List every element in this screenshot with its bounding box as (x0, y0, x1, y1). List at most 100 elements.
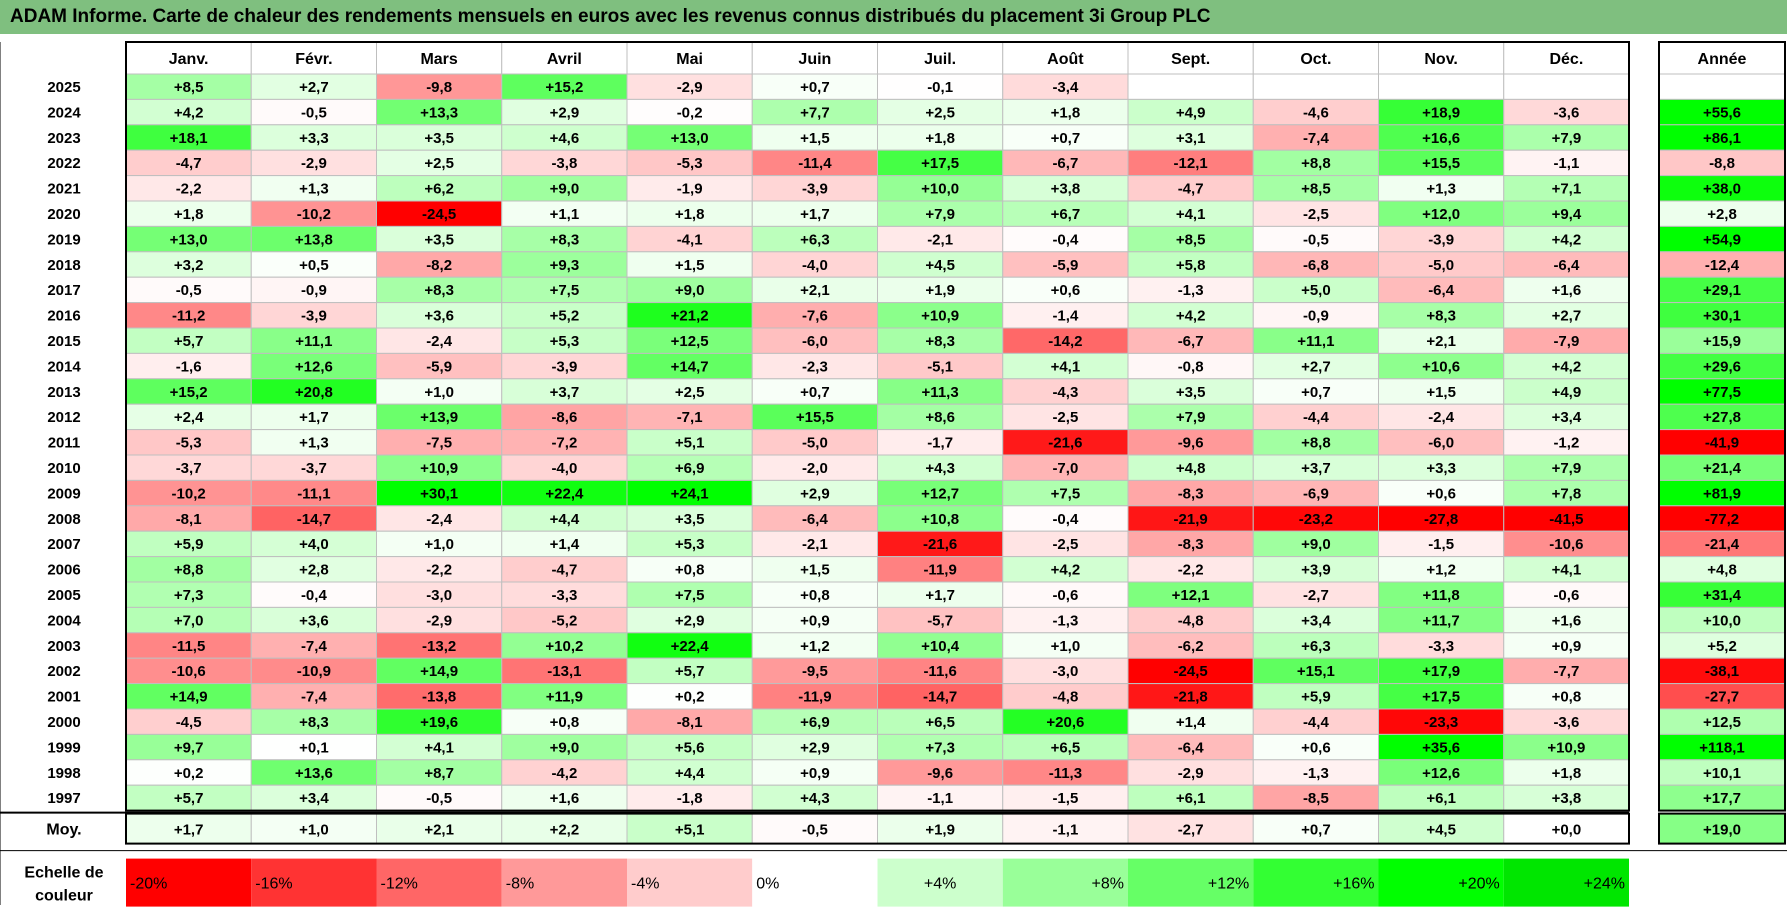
heatmap-cell (1002, 606, 1129, 634)
cell-value: +5,7 (675, 663, 705, 680)
cell-value: +15,1 (1297, 663, 1335, 680)
cell-value: +20,6 (1046, 714, 1084, 731)
cell-value: +10,9 (921, 308, 959, 325)
cell-value: -1,6 (176, 358, 202, 375)
cell-value: -14,7 (923, 689, 957, 706)
cell-value: +1,6 (1552, 282, 1582, 299)
cell-value: -7,4 (1303, 130, 1330, 147)
cell-value: -14,2 (1048, 333, 1082, 350)
heatmap-cell (125, 454, 252, 481)
cell-value: +3,9 (1301, 562, 1331, 579)
heatmap-cell (501, 733, 628, 761)
heatmap-cell (1252, 759, 1379, 786)
heatmap-cell (1127, 632, 1254, 659)
cell-value: -7,9 (1553, 333, 1579, 350)
cell-value: +0,8 (1552, 689, 1582, 706)
cell-value: -10,6 (172, 663, 206, 680)
heatmap-cell (751, 378, 878, 405)
cell-value: -0,5 (426, 790, 452, 807)
average-value: +2,2 (550, 822, 580, 839)
cell-value: +3,1 (1176, 130, 1206, 147)
row-label: 2008 (47, 511, 80, 528)
cell-value: -5,9 (426, 358, 452, 375)
heatmap-cell (1252, 606, 1379, 634)
heatmap-cell (1503, 683, 1630, 710)
cell-value: +3,8 (1552, 790, 1582, 807)
heatmap-cell (626, 759, 753, 786)
heatmap-cell (501, 327, 628, 354)
average-cell (1378, 813, 1505, 845)
cell-value: +1,1 (550, 206, 580, 223)
cell-value: +4,4 (550, 511, 580, 528)
heatmap-cell (376, 784, 503, 812)
heatmap-cell (125, 302, 252, 329)
heatmap-cell (1127, 708, 1254, 735)
cell-value: +1,6 (1552, 612, 1582, 629)
cell-value: +3,5 (424, 231, 454, 248)
cell-value: -1,5 (1052, 790, 1078, 807)
cell-value: +2,5 (675, 384, 705, 401)
cell-value: -23,3 (1424, 714, 1458, 731)
cell-value: -0,4 (301, 587, 328, 604)
cell-value: +14,7 (671, 358, 709, 375)
cell-value: -0,5 (176, 282, 202, 299)
heatmap-cell (1127, 454, 1254, 481)
heatmap-cell (1002, 683, 1129, 710)
cell-value: -0,8 (1178, 358, 1204, 375)
year-cell (1658, 708, 1786, 735)
cell-value: +6,1 (1176, 790, 1206, 807)
heatmap-cell (501, 606, 628, 634)
heatmap-cell (877, 581, 1004, 608)
cell-value: +10,9 (420, 460, 458, 477)
cell-value: +2,8 (299, 562, 329, 579)
heatmap-cell (1252, 784, 1379, 812)
average-border (125, 812, 1630, 845)
cell-value: +15,5 (796, 409, 834, 426)
heatmap-cell (626, 581, 753, 608)
cell-value: -1,1 (927, 790, 953, 807)
heatmap-cell (626, 454, 753, 481)
cell-value: +9,3 (550, 257, 580, 274)
heatmap-cell (751, 759, 878, 786)
heatmap-cell (1127, 606, 1254, 634)
cell-value: +1,8 (925, 130, 955, 147)
heatmap-cell (1002, 98, 1129, 126)
average-cell (1503, 813, 1630, 845)
cell-value: +8,8 (1301, 155, 1331, 172)
heatmap-cell (1503, 175, 1630, 202)
row-label: 2013 (47, 384, 80, 401)
column-header-cell (1252, 41, 1379, 75)
cell-value: -0,1 (927, 79, 953, 96)
cell-value: +9,0 (550, 739, 580, 756)
cell-value: +1,8 (1051, 104, 1081, 121)
heatmap-cell (250, 175, 377, 202)
heatmap-cell (1252, 175, 1379, 202)
scale-swatch (1128, 858, 1254, 907)
row-label: 2001 (47, 689, 80, 706)
cell-value: -6,4 (1178, 739, 1205, 756)
cell-value: -1,5 (1428, 536, 1454, 553)
heatmap-cell (376, 683, 503, 710)
cell-value: +12,0 (1422, 206, 1460, 223)
year-cell (1658, 98, 1786, 126)
year-value: -12,4 (1705, 257, 1740, 274)
cell-value: -7,4 (301, 638, 328, 655)
cell-value: +0,1 (299, 739, 329, 756)
cell-value: +1,8 (675, 206, 705, 223)
cell-value: +7,5 (550, 282, 580, 299)
cell-value: -2,1 (927, 231, 953, 248)
cell-value: +6,3 (1301, 638, 1331, 655)
heatmap-cell (376, 581, 503, 608)
year-value: +54,9 (1703, 231, 1741, 248)
heatmap-cell (1378, 352, 1505, 380)
heatmap-cell (1503, 200, 1630, 227)
cell-value: -1,1 (1553, 155, 1579, 172)
heatmap-cell (376, 73, 503, 100)
cell-value: +8,3 (299, 714, 329, 731)
cell-value: -2,2 (176, 181, 202, 198)
heatmap-cell (1378, 683, 1505, 710)
row-label: 2018 (47, 257, 80, 274)
cell-value: +1,2 (1426, 562, 1456, 579)
cell-value: +8,3 (550, 231, 580, 248)
heatmap-cell (1503, 149, 1630, 177)
